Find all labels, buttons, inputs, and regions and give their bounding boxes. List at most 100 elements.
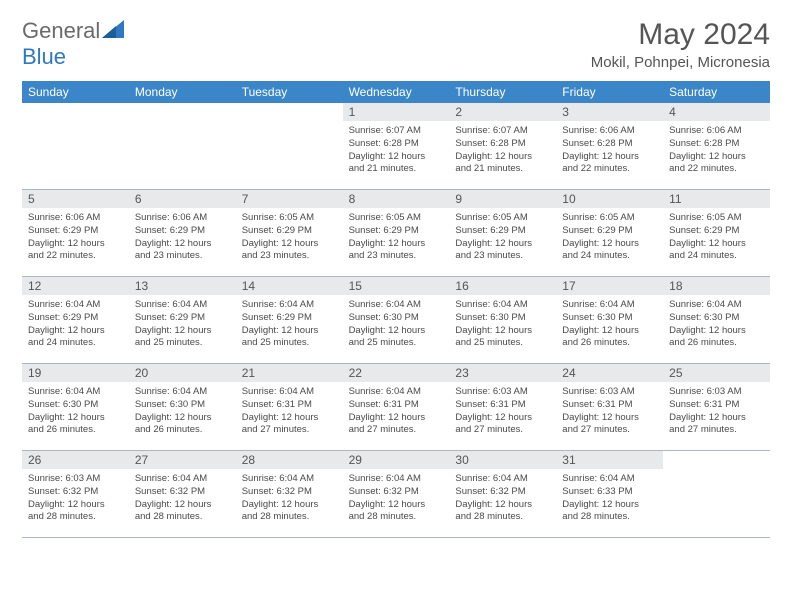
day-cell: 28Sunrise: 6:04 AMSunset: 6:32 PMDayligh… — [236, 451, 343, 537]
daylight-line: Daylight: 12 hours and 21 minutes. — [349, 151, 444, 177]
day-cell: 2Sunrise: 6:07 AMSunset: 6:28 PMDaylight… — [449, 103, 556, 189]
sunrise-line: Sunrise: 6:05 AM — [349, 212, 444, 225]
sunrise-line: Sunrise: 6:04 AM — [349, 299, 444, 312]
daylight-line: Daylight: 12 hours and 26 minutes. — [28, 412, 123, 438]
day-number: 8 — [343, 190, 450, 208]
sunrise-line: Sunrise: 6:04 AM — [242, 473, 337, 486]
sunrise-line: Sunrise: 6:06 AM — [669, 125, 764, 138]
day-cell: 25Sunrise: 6:03 AMSunset: 6:31 PMDayligh… — [663, 364, 770, 450]
day-number: 2 — [449, 103, 556, 121]
day-details: Sunrise: 6:06 AMSunset: 6:29 PMDaylight:… — [22, 208, 129, 269]
day-cell: 1Sunrise: 6:07 AMSunset: 6:28 PMDaylight… — [343, 103, 450, 189]
day-cell: 12Sunrise: 6:04 AMSunset: 6:29 PMDayligh… — [22, 277, 129, 363]
day-cell — [236, 103, 343, 189]
sunset-line: Sunset: 6:31 PM — [669, 399, 764, 412]
day-details: Sunrise: 6:04 AMSunset: 6:31 PMDaylight:… — [236, 382, 343, 443]
day-details: Sunrise: 6:07 AMSunset: 6:28 PMDaylight:… — [449, 121, 556, 182]
day-number: 9 — [449, 190, 556, 208]
daylight-line: Daylight: 12 hours and 28 minutes. — [135, 499, 230, 525]
sunrise-line: Sunrise: 6:04 AM — [135, 473, 230, 486]
daylight-line: Daylight: 12 hours and 22 minutes. — [28, 238, 123, 264]
sunset-line: Sunset: 6:31 PM — [242, 399, 337, 412]
day-details: Sunrise: 6:04 AMSunset: 6:33 PMDaylight:… — [556, 469, 663, 530]
sunset-line: Sunset: 6:29 PM — [135, 312, 230, 325]
sunrise-line: Sunrise: 6:03 AM — [455, 386, 550, 399]
day-number: 19 — [22, 364, 129, 382]
day-details: Sunrise: 6:04 AMSunset: 6:32 PMDaylight:… — [129, 469, 236, 530]
day-number: 20 — [129, 364, 236, 382]
daylight-line: Daylight: 12 hours and 26 minutes. — [562, 325, 657, 351]
week-row: 5Sunrise: 6:06 AMSunset: 6:29 PMDaylight… — [22, 190, 770, 277]
daylight-line: Daylight: 12 hours and 24 minutes. — [28, 325, 123, 351]
day-number: 26 — [22, 451, 129, 469]
sunrise-line: Sunrise: 6:03 AM — [669, 386, 764, 399]
day-cell: 16Sunrise: 6:04 AMSunset: 6:30 PMDayligh… — [449, 277, 556, 363]
day-details: Sunrise: 6:03 AMSunset: 6:31 PMDaylight:… — [556, 382, 663, 443]
day-cell — [22, 103, 129, 189]
day-number — [663, 451, 770, 455]
day-number — [236, 103, 343, 107]
day-details: Sunrise: 6:06 AMSunset: 6:28 PMDaylight:… — [663, 121, 770, 182]
sunset-line: Sunset: 6:30 PM — [349, 312, 444, 325]
sunrise-line: Sunrise: 6:04 AM — [562, 299, 657, 312]
sunset-line: Sunset: 6:30 PM — [669, 312, 764, 325]
sunrise-line: Sunrise: 6:04 AM — [135, 299, 230, 312]
day-number: 15 — [343, 277, 450, 295]
day-number: 27 — [129, 451, 236, 469]
sunset-line: Sunset: 6:32 PM — [349, 486, 444, 499]
daylight-line: Daylight: 12 hours and 25 minutes. — [455, 325, 550, 351]
sunset-line: Sunset: 6:31 PM — [562, 399, 657, 412]
day-cell — [663, 451, 770, 537]
day-number: 14 — [236, 277, 343, 295]
day-number: 1 — [343, 103, 450, 121]
day-header: Tuesday — [236, 81, 343, 103]
sunset-line: Sunset: 6:32 PM — [455, 486, 550, 499]
sunset-line: Sunset: 6:31 PM — [349, 399, 444, 412]
day-number: 17 — [556, 277, 663, 295]
day-header: Friday — [556, 81, 663, 103]
day-details: Sunrise: 6:06 AMSunset: 6:29 PMDaylight:… — [129, 208, 236, 269]
daylight-line: Daylight: 12 hours and 23 minutes. — [242, 238, 337, 264]
day-details: Sunrise: 6:04 AMSunset: 6:29 PMDaylight:… — [22, 295, 129, 356]
sunset-line: Sunset: 6:28 PM — [349, 138, 444, 151]
sunrise-line: Sunrise: 6:04 AM — [28, 386, 123, 399]
day-details: Sunrise: 6:04 AMSunset: 6:29 PMDaylight:… — [129, 295, 236, 356]
sunrise-line: Sunrise: 6:03 AM — [28, 473, 123, 486]
day-cell: 29Sunrise: 6:04 AMSunset: 6:32 PMDayligh… — [343, 451, 450, 537]
sunrise-line: Sunrise: 6:05 AM — [562, 212, 657, 225]
sunrise-line: Sunrise: 6:05 AM — [242, 212, 337, 225]
day-number: 11 — [663, 190, 770, 208]
sunset-line: Sunset: 6:32 PM — [28, 486, 123, 499]
sunset-line: Sunset: 6:30 PM — [455, 312, 550, 325]
day-details: Sunrise: 6:04 AMSunset: 6:32 PMDaylight:… — [343, 469, 450, 530]
day-cell: 15Sunrise: 6:04 AMSunset: 6:30 PMDayligh… — [343, 277, 450, 363]
sunrise-line: Sunrise: 6:07 AM — [455, 125, 550, 138]
daylight-line: Daylight: 12 hours and 28 minutes. — [242, 499, 337, 525]
week-row: 12Sunrise: 6:04 AMSunset: 6:29 PMDayligh… — [22, 277, 770, 364]
sunrise-line: Sunrise: 6:03 AM — [562, 386, 657, 399]
day-details: Sunrise: 6:04 AMSunset: 6:30 PMDaylight:… — [22, 382, 129, 443]
day-number: 28 — [236, 451, 343, 469]
day-number: 10 — [556, 190, 663, 208]
day-number: 13 — [129, 277, 236, 295]
calendar: Sunday Monday Tuesday Wednesday Thursday… — [22, 81, 770, 538]
day-details: Sunrise: 6:04 AMSunset: 6:29 PMDaylight:… — [236, 295, 343, 356]
week-row: 26Sunrise: 6:03 AMSunset: 6:32 PMDayligh… — [22, 451, 770, 538]
daylight-line: Daylight: 12 hours and 26 minutes. — [135, 412, 230, 438]
day-cell: 18Sunrise: 6:04 AMSunset: 6:30 PMDayligh… — [663, 277, 770, 363]
sunset-line: Sunset: 6:29 PM — [455, 225, 550, 238]
sunset-line: Sunset: 6:30 PM — [562, 312, 657, 325]
day-header: Monday — [129, 81, 236, 103]
sunset-line: Sunset: 6:28 PM — [562, 138, 657, 151]
day-details: Sunrise: 6:05 AMSunset: 6:29 PMDaylight:… — [449, 208, 556, 269]
sunrise-line: Sunrise: 6:04 AM — [242, 299, 337, 312]
sunrise-line: Sunrise: 6:04 AM — [669, 299, 764, 312]
day-cell: 3Sunrise: 6:06 AMSunset: 6:28 PMDaylight… — [556, 103, 663, 189]
day-cell: 6Sunrise: 6:06 AMSunset: 6:29 PMDaylight… — [129, 190, 236, 276]
month-title: May 2024 — [591, 18, 770, 52]
day-cell: 17 Sunrise: 6:04 AMSunset: 6:30 PMDayligh… — [556, 277, 663, 363]
sunset-line: Sunset: 6:31 PM — [455, 399, 550, 412]
day-details: Sunrise: 6:03 AMSunset: 6:32 PMDaylight:… — [22, 469, 129, 530]
daylight-line: Daylight: 12 hours and 27 minutes. — [669, 412, 764, 438]
sunset-line: Sunset: 6:29 PM — [669, 225, 764, 238]
